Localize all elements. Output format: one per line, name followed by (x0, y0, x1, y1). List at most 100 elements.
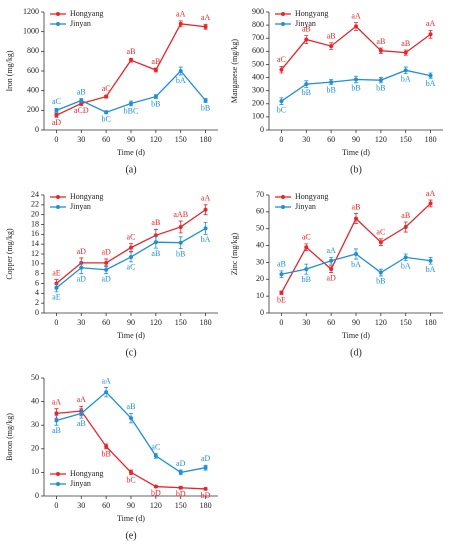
x-axis-label: Time (d) (117, 148, 145, 157)
marker (79, 265, 84, 270)
marker (153, 453, 158, 458)
marker (178, 485, 183, 490)
y-tick-label: 400 (252, 72, 264, 81)
significance-label: bA (351, 260, 361, 269)
significance-label: bB (326, 86, 335, 95)
significance-label: aD (176, 459, 186, 468)
marker (79, 411, 84, 416)
y-tick-label: 800 (27, 46, 39, 55)
y-axis-label: Copper (mg/kg) (5, 228, 14, 280)
marker (54, 281, 59, 286)
y-tick-label: 0 (260, 125, 264, 134)
significance-label: bE (277, 295, 286, 304)
y-tick-label: 1000 (23, 26, 39, 35)
significance-label: aD (326, 273, 336, 282)
marker (428, 73, 433, 78)
y-tick-label: 20 (31, 444, 39, 453)
y-tick-label: 12 (31, 249, 39, 258)
y-tick-label: 600 (252, 46, 264, 55)
y-tick-label: 20 (31, 209, 39, 218)
significance-label: aA (52, 398, 62, 407)
marker (304, 82, 309, 87)
legend-label: Hongyang (295, 192, 328, 201)
x-tick-label: 180 (200, 135, 212, 144)
marker (329, 258, 334, 263)
marker (203, 226, 208, 231)
marker (403, 255, 408, 260)
significance-label: aB (52, 426, 61, 435)
marker (354, 252, 358, 256)
caption: (b) (350, 164, 362, 175)
significance-label: aC (376, 228, 385, 237)
significance-label: aA (201, 194, 211, 203)
x-tick-label: 180 (200, 501, 212, 510)
y-tick-label: 900 (252, 7, 264, 16)
x-tick-label: 60 (327, 135, 335, 144)
y-tick-label: 100 (252, 112, 264, 121)
significance-label: aD (77, 274, 87, 283)
y-tick-label: 22 (31, 200, 39, 209)
significance-label: aB (352, 202, 361, 211)
marker (354, 77, 358, 82)
marker (354, 216, 358, 221)
marker (203, 207, 208, 212)
y-tick-label: 60 (256, 207, 264, 216)
marker (279, 99, 284, 104)
significance-label: aD (101, 274, 111, 283)
y-tick-label: 0 (35, 491, 39, 500)
marker (153, 94, 158, 99)
significance-label: aB (151, 218, 160, 227)
legend-marker (56, 22, 60, 26)
y-tick-label: 40 (31, 396, 39, 405)
y-tick-label: 800 (252, 20, 264, 29)
x-tick-label: 90 (127, 501, 135, 510)
caption: (a) (125, 164, 136, 175)
y-tick-label: 16 (31, 229, 39, 238)
y-tick-label: 24 (31, 190, 39, 199)
legend-marker (56, 195, 60, 199)
significance-label: bBC (124, 107, 139, 116)
marker (279, 290, 284, 295)
y-axis-label: Zinc (mg/kg) (230, 232, 239, 275)
marker (54, 411, 59, 416)
marker (153, 68, 158, 73)
x-tick-label: 180 (425, 318, 437, 327)
caption: (d) (350, 347, 362, 358)
x-tick-label: 180 (200, 318, 212, 327)
marker (129, 254, 133, 259)
y-tick-label: 0 (35, 308, 39, 317)
significance-label: aB (302, 24, 311, 33)
x-tick-label: 150 (175, 501, 187, 510)
y-axis-label: Iron (mg/kg) (5, 50, 14, 91)
significance-label: bA (201, 235, 211, 244)
y-tick-label: 14 (31, 239, 39, 248)
legend-label: Hongyang (70, 469, 103, 478)
marker (153, 240, 158, 245)
x-tick-label: 120 (150, 135, 162, 144)
significance-label: aB (277, 260, 286, 269)
legend-label: Jinyan (295, 202, 316, 211)
legend-label: Jinyan (70, 19, 91, 28)
marker (129, 58, 133, 63)
marker (279, 272, 284, 277)
significance-label: bB (151, 99, 160, 108)
significance-label: aA (77, 395, 87, 404)
y-tick-label: 20 (256, 274, 264, 283)
marker (403, 225, 408, 230)
marker (403, 50, 408, 55)
significance-label: bC (101, 115, 110, 124)
significance-label: aAB (173, 210, 188, 219)
y-tick-label: 400 (27, 85, 39, 94)
marker (304, 37, 309, 42)
x-tick-label: 0 (54, 135, 58, 144)
significance-label: bC (277, 105, 286, 114)
significance-label: aA (101, 376, 111, 385)
marker (104, 260, 109, 265)
x-tick-label: 180 (425, 135, 437, 144)
y-tick-label: 2 (35, 298, 39, 307)
y-tick-label: 200 (27, 105, 39, 114)
significance-label: aA (176, 10, 186, 19)
legend-label: Jinyan (70, 202, 91, 211)
marker (329, 80, 334, 85)
